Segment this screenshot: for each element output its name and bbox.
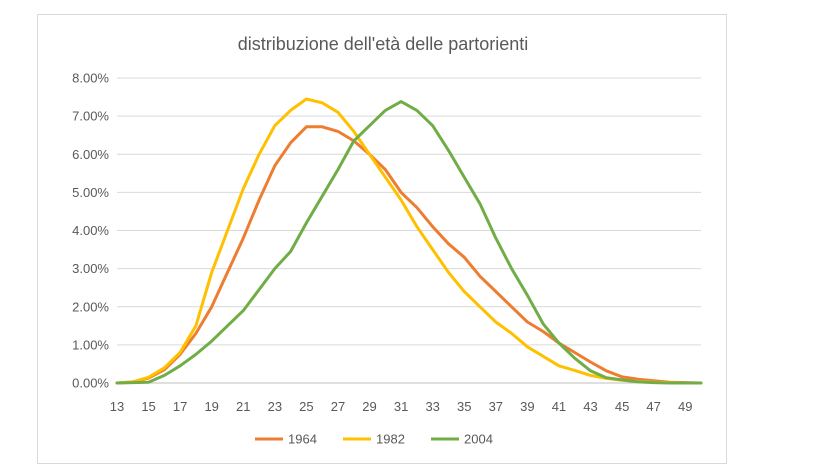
legend-label-1964: 1964 bbox=[288, 432, 317, 447]
x-tick-label: 43 bbox=[583, 399, 597, 414]
x-tick-label: 45 bbox=[615, 399, 629, 414]
chart-title: distribuzione dell'età delle partorienti bbox=[238, 34, 529, 54]
x-tick-label: 39 bbox=[520, 399, 534, 414]
line-chart: distribuzione dell'età delle partorienti… bbox=[72, 34, 703, 447]
series-lines bbox=[115, 97, 703, 385]
legend-label-2004: 2004 bbox=[464, 432, 493, 447]
x-tick-label: 33 bbox=[425, 399, 439, 414]
x-tick-label: 19 bbox=[204, 399, 218, 414]
x-tick-label: 31 bbox=[394, 399, 408, 414]
y-tick-label: 2.00% bbox=[72, 299, 109, 314]
x-tick-label: 13 bbox=[110, 399, 124, 414]
x-tick-label: 17 bbox=[173, 399, 187, 414]
series-line-2004 bbox=[115, 100, 703, 385]
x-tick-label: 15 bbox=[141, 399, 155, 414]
x-tick-label: 23 bbox=[268, 399, 282, 414]
legend-label-1982: 1982 bbox=[376, 432, 405, 447]
x-tick-label: 41 bbox=[552, 399, 566, 414]
x-tick-label: 47 bbox=[646, 399, 660, 414]
x-tick-label: 37 bbox=[489, 399, 503, 414]
x-tick-label: 49 bbox=[678, 399, 692, 414]
x-tick-label: 21 bbox=[236, 399, 250, 414]
y-tick-label: 5.00% bbox=[72, 185, 109, 200]
y-tick-label: 3.00% bbox=[72, 261, 109, 276]
series-line-1982 bbox=[115, 97, 703, 385]
x-tick-label: 35 bbox=[457, 399, 471, 414]
y-tick-label: 1.00% bbox=[72, 337, 109, 352]
y-tick-label: 7.00% bbox=[72, 109, 109, 124]
x-axis-tick-labels: 13 15 17 19 21 23 25 27 29 31 33 35 37 39 41 43 45 47 49 bbox=[110, 399, 693, 414]
legend: 1964 1982 2004 bbox=[255, 432, 493, 447]
y-tick-label: 6.00% bbox=[72, 147, 109, 162]
y-tick-label: 8.00% bbox=[72, 71, 109, 86]
series-line-1964 bbox=[115, 125, 703, 385]
grid-lines bbox=[117, 77, 701, 384]
x-tick-label: 27 bbox=[331, 399, 345, 414]
y-tick-label: 0.00% bbox=[72, 376, 109, 391]
x-tick-label: 29 bbox=[362, 399, 376, 414]
y-axis-tick-labels: 0.00% 1.00% 2.00% 3.00% 4.00% 5.00% 6.00% 7.00%… bbox=[72, 71, 109, 391]
x-tick-label: 25 bbox=[299, 399, 313, 414]
chart-frame: distribuzione dell'età delle partorienti… bbox=[37, 14, 727, 464]
y-tick-label: 4.00% bbox=[72, 223, 109, 238]
